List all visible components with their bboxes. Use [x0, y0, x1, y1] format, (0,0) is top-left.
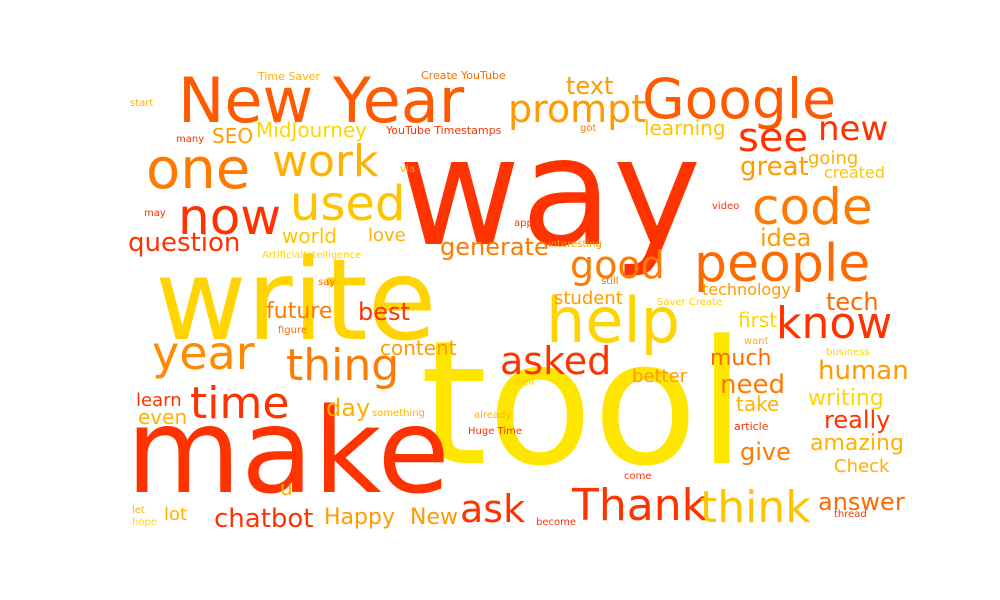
word-good: good	[570, 243, 665, 287]
word-amazing: amazing	[810, 431, 904, 456]
word-know: know	[776, 298, 893, 349]
word-created: created	[824, 163, 885, 182]
word-check: Check	[834, 456, 890, 477]
word-best: best	[358, 298, 410, 326]
word-ask: ask	[460, 487, 526, 531]
word-huge-time: Huge Time	[468, 426, 523, 437]
word-well: well	[514, 377, 534, 388]
word-youtube-timestamps: YouTube Timestamps	[386, 124, 502, 137]
word-writing: writing	[808, 386, 884, 411]
word-start: start	[130, 98, 154, 109]
word-question: question	[128, 228, 241, 258]
word-code: code	[752, 178, 873, 236]
word-better: better	[632, 366, 688, 387]
word-artificialintelligence: ArtificialIntelligence	[262, 250, 362, 261]
word-video: video	[712, 201, 740, 212]
word-human: human	[818, 356, 909, 386]
word-future: future	[266, 299, 333, 324]
word-got: got	[580, 123, 597, 134]
word-technology: technology	[702, 280, 791, 299]
word-via: via	[400, 164, 415, 175]
word-seo: SEO	[212, 124, 254, 148]
word-way: way	[398, 106, 702, 280]
word-still: still	[601, 276, 619, 287]
word-thread: thread	[834, 509, 867, 520]
word-people: people	[694, 234, 871, 294]
word-going: going	[808, 148, 859, 169]
word-content: content	[380, 336, 457, 360]
word-even: even	[138, 405, 188, 429]
word-create-youtube: Create YouTube	[421, 69, 506, 82]
word-idea: idea	[760, 224, 812, 252]
word-asked: asked	[500, 339, 612, 383]
word-text: text	[566, 72, 614, 100]
word-may: may	[144, 208, 166, 219]
word-really: really	[824, 406, 891, 434]
word-new: New	[410, 505, 458, 530]
word-need: need	[720, 370, 785, 400]
word-answer: answer	[818, 488, 905, 516]
word-come: come	[624, 471, 652, 482]
word-tech: tech	[826, 288, 879, 316]
word-used: used	[290, 176, 406, 232]
word-new-year: New Year	[178, 64, 465, 137]
word-many: many	[176, 134, 205, 145]
word-saver-create: Saver Create	[657, 297, 723, 308]
word-interesting: interesting	[548, 239, 602, 250]
word-already: already	[474, 410, 512, 421]
word-u: u	[280, 476, 293, 500]
word-new: new	[818, 109, 889, 149]
word-time: time	[190, 378, 290, 429]
word-something: something	[372, 408, 425, 419]
word-let: let	[132, 505, 145, 516]
word-think: think	[700, 482, 811, 533]
word-want: want	[744, 336, 769, 347]
word-time-saver: Time Saver	[258, 70, 320, 83]
word-app: app	[514, 218, 533, 229]
word-year: year	[152, 326, 255, 380]
word-business: business	[826, 347, 870, 358]
word-help: help	[546, 284, 681, 357]
word-learn: learn	[136, 390, 182, 411]
word-tool: tool	[420, 303, 746, 504]
word-world: world	[282, 224, 338, 248]
word-now: now	[178, 188, 282, 246]
word-love: love	[368, 225, 406, 246]
word-happy: Happy	[324, 505, 395, 530]
word-make: make	[126, 382, 450, 520]
word-hope: hope	[132, 517, 157, 528]
word-learning: learning	[644, 116, 726, 140]
word-become: become	[536, 517, 577, 528]
word-thing: thing	[286, 340, 400, 391]
word-thank: Thank	[572, 480, 708, 531]
word-give: give	[740, 438, 791, 466]
word-figure: figure	[278, 325, 308, 336]
word-write: write	[155, 236, 437, 366]
word-work: work	[272, 136, 379, 187]
word-student: student	[554, 288, 623, 309]
word-google: Google	[642, 67, 836, 131]
word-see: see	[738, 115, 809, 161]
word-generate: generate	[440, 233, 549, 261]
word-prompt: prompt	[508, 87, 647, 131]
word-midjourney: MidJourney	[256, 118, 368, 142]
word-say: say	[318, 277, 336, 288]
word-great: great	[740, 152, 809, 182]
word-take: take	[736, 392, 780, 416]
word-day: day	[326, 394, 371, 422]
word-lot: lot	[164, 504, 188, 525]
word-much: much	[710, 346, 772, 371]
word-first: first	[738, 308, 778, 332]
word-one: one	[146, 137, 251, 202]
word-article: article	[734, 420, 769, 433]
word-chatbot: chatbot	[214, 504, 314, 534]
